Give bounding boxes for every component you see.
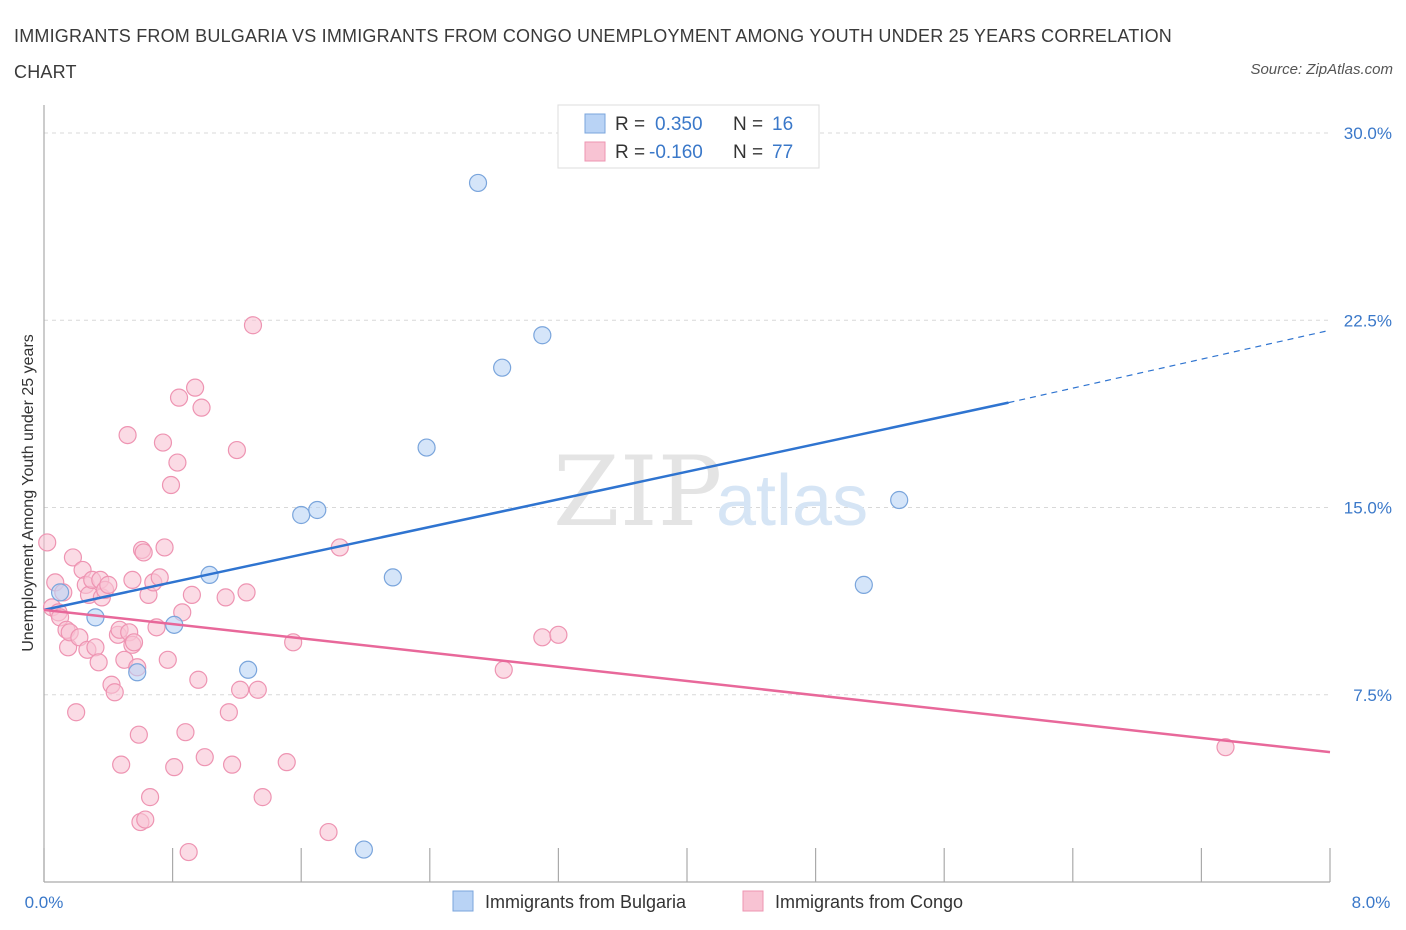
congo-point-64 xyxy=(243,316,263,335)
congo-point-39 xyxy=(140,788,160,807)
congo-point-22 xyxy=(99,575,118,594)
bulgaria-point-11 xyxy=(468,173,488,193)
congo-point-43 xyxy=(153,433,173,452)
grid-lines xyxy=(44,132,1330,696)
series-legend-swatch-congo xyxy=(742,890,764,912)
trend-lines xyxy=(43,329,1331,754)
congo-point-45 xyxy=(158,650,177,669)
congo-point-59 xyxy=(219,703,238,722)
congo-point-60 xyxy=(222,755,242,774)
congo-points xyxy=(38,316,1235,862)
congo-point-74 xyxy=(1216,738,1235,757)
congo-point-69 xyxy=(319,822,338,842)
bulgaria-point-12 xyxy=(493,358,512,377)
congo-point-62 xyxy=(231,680,250,699)
y-axis-title: Unemployment Among Youth under 25 years xyxy=(20,334,37,652)
y-tick-label-0: 7.5% xyxy=(1353,686,1392,705)
congo-point-72 xyxy=(533,628,552,647)
bulgaria-point-7 xyxy=(308,500,327,520)
congo-point-9 xyxy=(63,548,83,567)
bulgaria-point-2 xyxy=(128,663,147,682)
congo-point-56 xyxy=(192,398,211,417)
legend-swatch-bulgaria xyxy=(584,113,606,134)
congo-point-73 xyxy=(549,625,568,644)
congo-point-44 xyxy=(155,538,174,557)
congo-point-18 xyxy=(89,653,108,672)
x-tick-label-min: 0.0% xyxy=(25,893,64,912)
congo-point-47 xyxy=(165,758,184,777)
legend-n-label-congo: N = xyxy=(733,142,763,163)
legend-n-value-congo: 77 xyxy=(772,142,793,163)
bulgaria-point-10 xyxy=(417,438,436,457)
congo-point-57 xyxy=(195,748,214,767)
congo-point-46 xyxy=(161,475,181,495)
congo-point-58 xyxy=(216,588,235,607)
x-tick-label-max: 8.0% xyxy=(1352,893,1391,912)
bulgaria-point-5 xyxy=(239,660,258,679)
legend-swatch-congo xyxy=(584,141,606,162)
bulgaria-point-15 xyxy=(890,490,909,510)
legend-r-label-congo: R = xyxy=(615,142,645,163)
bulgaria-point-14 xyxy=(854,575,873,594)
congo-point-37 xyxy=(134,543,153,562)
bulgaria-point-9 xyxy=(383,568,402,587)
congo-point-66 xyxy=(253,788,272,807)
congo-point-48 xyxy=(168,453,187,472)
congo-point-55 xyxy=(189,670,208,689)
x-axis-ticks xyxy=(43,848,1331,882)
bulgaria-point-0 xyxy=(50,583,70,602)
congo-point-34 xyxy=(129,725,148,744)
congo-point-52 xyxy=(179,842,198,862)
watermark-atlas: atlas xyxy=(716,461,868,541)
congo-point-51 xyxy=(176,723,195,742)
y-tick-label-2: 22.5% xyxy=(1344,311,1392,330)
legend-r-value-bulgaria: 0.350 xyxy=(655,114,703,135)
series-legend-swatch-bulgaria xyxy=(452,890,474,912)
series-legend: Immigrants from Bulgaria Immigrants from… xyxy=(452,890,963,912)
legend-n-label-bulgaria: N = xyxy=(733,114,763,135)
congo-point-71 xyxy=(494,660,513,679)
congo-point-75 xyxy=(136,810,155,829)
bulgaria-point-6 xyxy=(292,505,311,525)
watermark-zip: ZIP xyxy=(553,436,722,548)
y-tick-labels: 7.5% 15.0% 22.5% 30.0% xyxy=(1344,124,1392,705)
bulgaria-trend-line xyxy=(43,401,1009,612)
congo-point-10 xyxy=(67,703,86,722)
bulgaria-point-8 xyxy=(354,840,373,859)
series-legend-label-congo: Immigrants from Congo xyxy=(775,892,963,912)
congo-point-54 xyxy=(186,378,205,397)
congo-point-24 xyxy=(105,683,124,702)
congo-trend-line xyxy=(43,608,1331,754)
chart-title: IMMIGRANTS FROM BULGARIA VS IMMIGRANTS F… xyxy=(14,26,1173,82)
legend-r-label-bulgaria: R = xyxy=(615,114,645,135)
y-tick-label-1: 15.0% xyxy=(1344,499,1392,518)
y-tick-label-3: 30.0% xyxy=(1344,124,1392,143)
congo-point-63 xyxy=(237,583,256,602)
bulgaria-point-13 xyxy=(533,326,552,345)
congo-point-17 xyxy=(86,638,105,657)
series-legend-label-bulgaria: Immigrants from Bulgaria xyxy=(485,892,687,912)
source-label: Source: ZipAtlas.com xyxy=(1250,61,1393,78)
congo-point-27 xyxy=(112,755,131,774)
congo-point-67 xyxy=(277,753,296,772)
congo-point-53 xyxy=(182,585,201,604)
legend-r-value-congo: -0.160 xyxy=(649,142,703,163)
correlation-legend: R = 0.350 N = 16 R = -0.160 N = 77 xyxy=(557,104,820,169)
congo-point-49 xyxy=(169,388,189,407)
congo-point-76 xyxy=(123,570,142,590)
bulgaria-points xyxy=(50,173,909,859)
legend-n-value-bulgaria: 16 xyxy=(772,114,793,135)
congo-point-65 xyxy=(248,680,267,699)
bulgaria-trend-extension xyxy=(1008,329,1331,404)
congo-point-29 xyxy=(118,425,137,445)
congo-point-32 xyxy=(124,633,144,652)
congo-point-0 xyxy=(38,533,57,552)
congo-point-61 xyxy=(227,440,246,460)
watermark: ZIP atlas xyxy=(553,436,868,548)
